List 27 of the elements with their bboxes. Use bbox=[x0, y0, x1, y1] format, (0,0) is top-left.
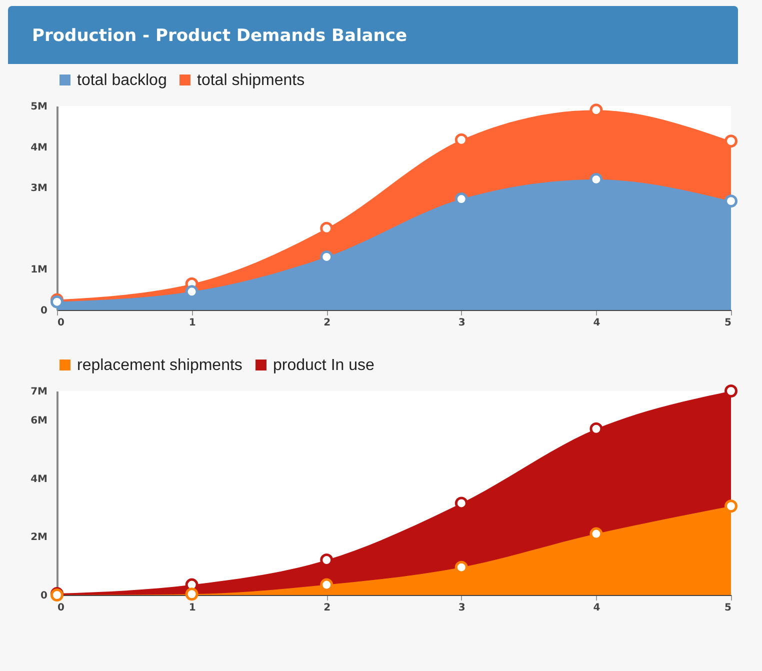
x-tick-label: 5 bbox=[724, 318, 732, 328]
x-tick-label: 2 bbox=[324, 602, 331, 614]
y-tick-label: 4M bbox=[30, 142, 48, 154]
y-tick-label: 0 bbox=[40, 306, 48, 316]
x-tick-label: 1 bbox=[188, 602, 196, 614]
y-tick-label: 2M bbox=[30, 532, 48, 544]
x-tick-label: 0 bbox=[58, 318, 64, 328]
x-tick-label: 1 bbox=[188, 318, 196, 328]
x-tick-label: 3 bbox=[458, 318, 466, 328]
x-tick-label: 2 bbox=[324, 318, 331, 328]
legend-label: total shipments bbox=[197, 72, 305, 89]
y-tick-label: 1M bbox=[30, 264, 48, 276]
legend-label: total backlog bbox=[77, 72, 167, 89]
y-tick-label: 3M bbox=[30, 183, 48, 194]
x-tick-label: 5 bbox=[724, 602, 732, 614]
legend-label: product In use bbox=[273, 357, 374, 374]
y-tick-label: 5M bbox=[30, 102, 48, 112]
y-tick-label: 7M bbox=[30, 386, 48, 398]
x-tick-label: 0 bbox=[58, 602, 64, 614]
y-tick-label: 4M bbox=[30, 474, 48, 485]
x-tick-label: 4 bbox=[593, 318, 600, 328]
y-tick-label: 6M bbox=[30, 416, 48, 427]
chart-title: Production - Product Demands Balance bbox=[8, 6, 738, 64]
y-tick-label: 0 bbox=[40, 590, 48, 602]
legend-label: replacement shipments bbox=[77, 357, 242, 374]
x-tick-label: 4 bbox=[593, 602, 600, 614]
x-tick-label: 3 bbox=[458, 602, 466, 614]
